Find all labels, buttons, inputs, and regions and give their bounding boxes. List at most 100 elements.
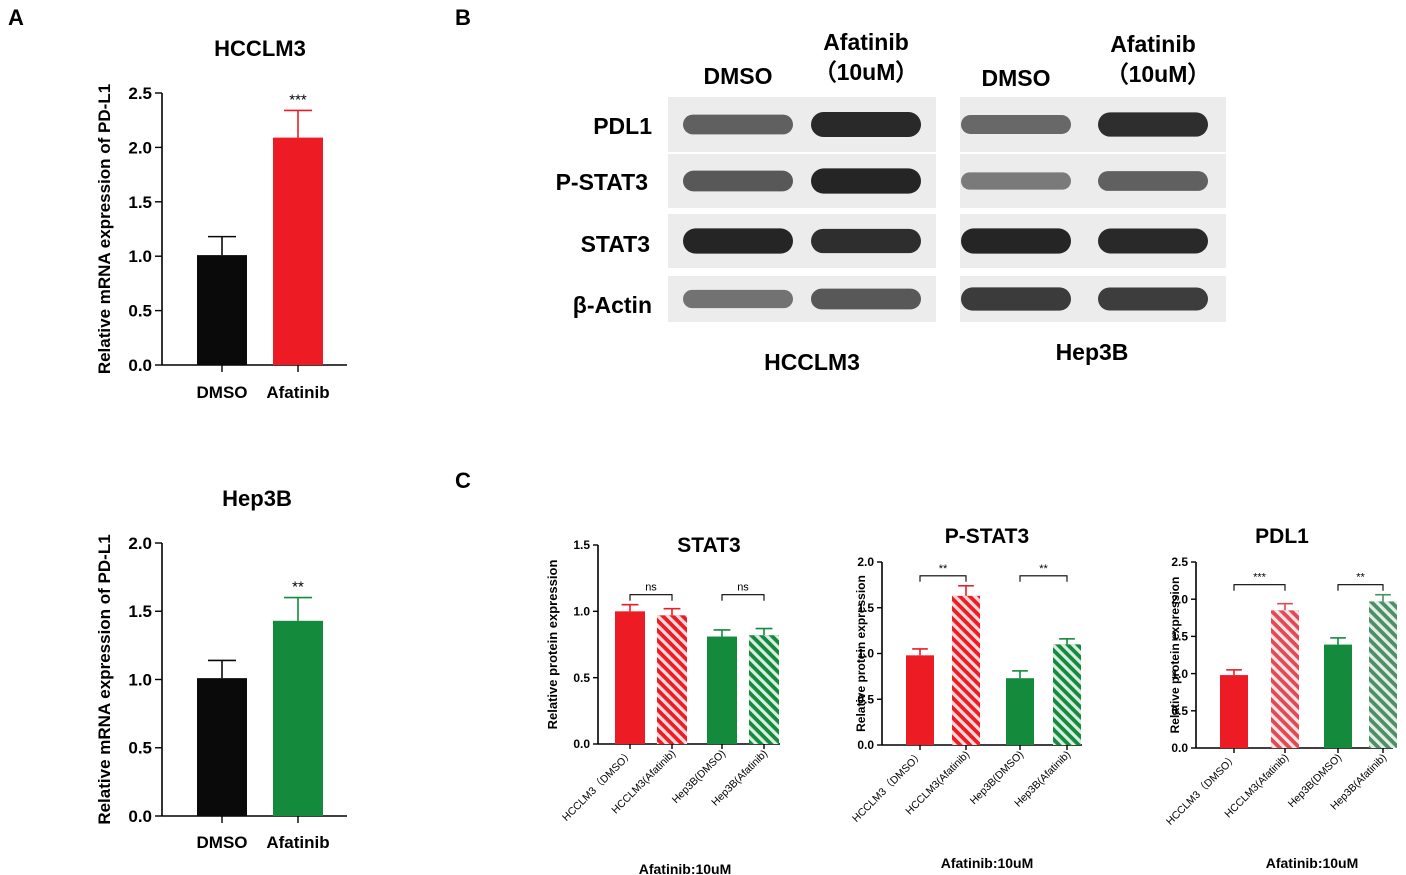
x-axis-label: Afatinib:10uM bbox=[941, 855, 1034, 871]
blot-row-label-stat3: STAT3 bbox=[581, 231, 650, 257]
y-tick-label: 1.5 bbox=[573, 538, 590, 552]
blot-band bbox=[811, 168, 921, 194]
significance-label: *** bbox=[289, 91, 307, 108]
comparison-bracket bbox=[1337, 584, 1384, 591]
blot-band bbox=[961, 287, 1071, 311]
bracket-label: ns bbox=[645, 582, 657, 594]
bar bbox=[273, 137, 323, 365]
bar bbox=[707, 636, 737, 744]
bar bbox=[1220, 675, 1248, 748]
bar bbox=[615, 611, 645, 744]
panel-label-a: A bbox=[8, 5, 24, 30]
blot-row-label-pstat3: P-STAT3 bbox=[556, 169, 648, 195]
y-tick-label: 0.5 bbox=[573, 671, 590, 685]
significance-label: ** bbox=[292, 579, 304, 596]
x-axis-label: Afatinib:10uM bbox=[639, 861, 732, 875]
y-tick-label: 1.5 bbox=[857, 601, 874, 615]
blot-band bbox=[1098, 112, 1208, 137]
bar bbox=[1324, 644, 1352, 748]
y-tick-label: 0.0 bbox=[857, 738, 874, 752]
x-tick-label: HCCLM3（DMSO） bbox=[560, 748, 636, 824]
y-tick-label: 2.5 bbox=[128, 84, 152, 103]
blot-band bbox=[1098, 228, 1208, 254]
y-tick-label: 1.0 bbox=[1171, 667, 1188, 681]
bracket-label: ** bbox=[939, 563, 948, 575]
chart-c-stat3: STAT3 Relative protein expression 0.0 0.5 1.… bbox=[545, 534, 780, 875]
bracket-label: ** bbox=[1356, 572, 1365, 584]
bar-hatch bbox=[1271, 610, 1299, 748]
blot-band bbox=[811, 112, 921, 137]
blot-band bbox=[683, 228, 793, 254]
blot-col-hcclm3-dmso: DMSO bbox=[704, 63, 773, 89]
comparison-bracket bbox=[1233, 584, 1286, 591]
y-tick-label: 0.5 bbox=[857, 692, 874, 706]
blot-row-label-actin: β-Actin bbox=[573, 292, 652, 318]
blot-col-hep3b-afatinib-dose: （10uM） bbox=[1106, 61, 1211, 87]
blot-col-hcclm3-afatinib: Afatinib bbox=[823, 29, 909, 55]
bracket-label: *** bbox=[1253, 572, 1267, 584]
bar bbox=[906, 655, 934, 745]
y-axis-label: Relative mRNA expression of PD-L1 bbox=[95, 84, 114, 374]
blot-row-label-pdl1: PDL1 bbox=[593, 113, 652, 139]
panel-label-b: B bbox=[455, 5, 471, 30]
chart-title: PDL1 bbox=[1255, 525, 1309, 548]
y-tick-label: 0.5 bbox=[1171, 704, 1188, 718]
bar-hatch bbox=[657, 615, 687, 744]
bar bbox=[197, 678, 247, 816]
chart-a-hcclm3: HCCLM3 Relative mRNA expression of PD-L1 0… bbox=[95, 36, 347, 402]
panel-label-c: C bbox=[455, 468, 471, 493]
chart-a-hep3b: Hep3B Relative mRNA expression of PD-L1 0.… bbox=[95, 486, 347, 852]
chart-title: Hep3B bbox=[222, 486, 292, 511]
comparison-bracket bbox=[721, 594, 765, 601]
chart-title: HCCLM3 bbox=[214, 36, 306, 61]
y-tick-label: 0.0 bbox=[128, 356, 152, 375]
y-tick-label: 1.5 bbox=[128, 602, 152, 621]
x-tick-label: DMSO bbox=[197, 383, 248, 402]
blot-col-hep3b-dmso: DMSO bbox=[982, 65, 1051, 91]
western-blot: DMSO Afatinib （10uM） DMSO Afatinib （10uM… bbox=[556, 29, 1226, 375]
comparison-bracket bbox=[919, 575, 967, 582]
x-tick-label: Afatinib bbox=[266, 833, 329, 852]
y-tick-label: 0.5 bbox=[128, 302, 152, 321]
blot-band bbox=[683, 114, 793, 135]
y-axis-label: Relative protein expression bbox=[854, 575, 868, 732]
y-tick-label: 0.0 bbox=[573, 737, 590, 751]
y-axis-label: Relative protein expression bbox=[545, 560, 560, 730]
blot-band bbox=[811, 228, 921, 254]
blot-strips bbox=[668, 97, 1226, 322]
y-axis-label: Relative mRNA expression of PD-L1 bbox=[95, 534, 114, 824]
bar-hatch bbox=[952, 595, 980, 745]
blot-band bbox=[683, 289, 793, 309]
y-tick-label: 1.0 bbox=[857, 647, 874, 661]
y-tick-label: 1.5 bbox=[128, 193, 152, 212]
y-axis-label: Relative protein expression bbox=[1168, 577, 1182, 734]
bar bbox=[197, 255, 247, 365]
blot-band bbox=[961, 115, 1071, 134]
blot-band bbox=[683, 170, 793, 192]
y-tick-label: 0.0 bbox=[128, 807, 152, 826]
blot-band bbox=[961, 172, 1071, 190]
y-tick-label: 2.0 bbox=[1171, 592, 1188, 606]
y-tick-label: 1.0 bbox=[128, 247, 152, 266]
bracket-label: ** bbox=[1039, 563, 1048, 575]
y-tick-label: 2.0 bbox=[128, 534, 152, 553]
y-tick-label: 1.0 bbox=[573, 605, 590, 619]
x-tick-label: DMSO bbox=[197, 833, 248, 852]
blot-group-label-hcclm3: HCCLM3 bbox=[764, 349, 860, 375]
blot-band bbox=[961, 228, 1071, 254]
y-tick-label: 1.5 bbox=[1171, 630, 1188, 644]
chart-title: P-STAT3 bbox=[945, 525, 1029, 548]
x-tick-label: Afatinib bbox=[266, 383, 329, 402]
blot-band bbox=[1098, 287, 1208, 311]
bar bbox=[1006, 678, 1034, 745]
bar-hatch bbox=[749, 635, 779, 744]
y-tick-label: 0.0 bbox=[1171, 741, 1188, 755]
chart-c-pdl1: PDL1 Relative protein expression 0.0 0.5 1.0… bbox=[1164, 525, 1397, 871]
blot-band bbox=[811, 288, 921, 310]
y-tick-label: 0.5 bbox=[128, 739, 152, 758]
y-tick-label: 2.0 bbox=[128, 138, 152, 157]
comparison-bracket bbox=[1019, 575, 1068, 582]
chart-c-pstat3: P-STAT3 Relative protein expression 0.0 0.5… bbox=[850, 525, 1082, 871]
blot-col-hcclm3-afatinib-dose: （10uM） bbox=[814, 59, 919, 85]
